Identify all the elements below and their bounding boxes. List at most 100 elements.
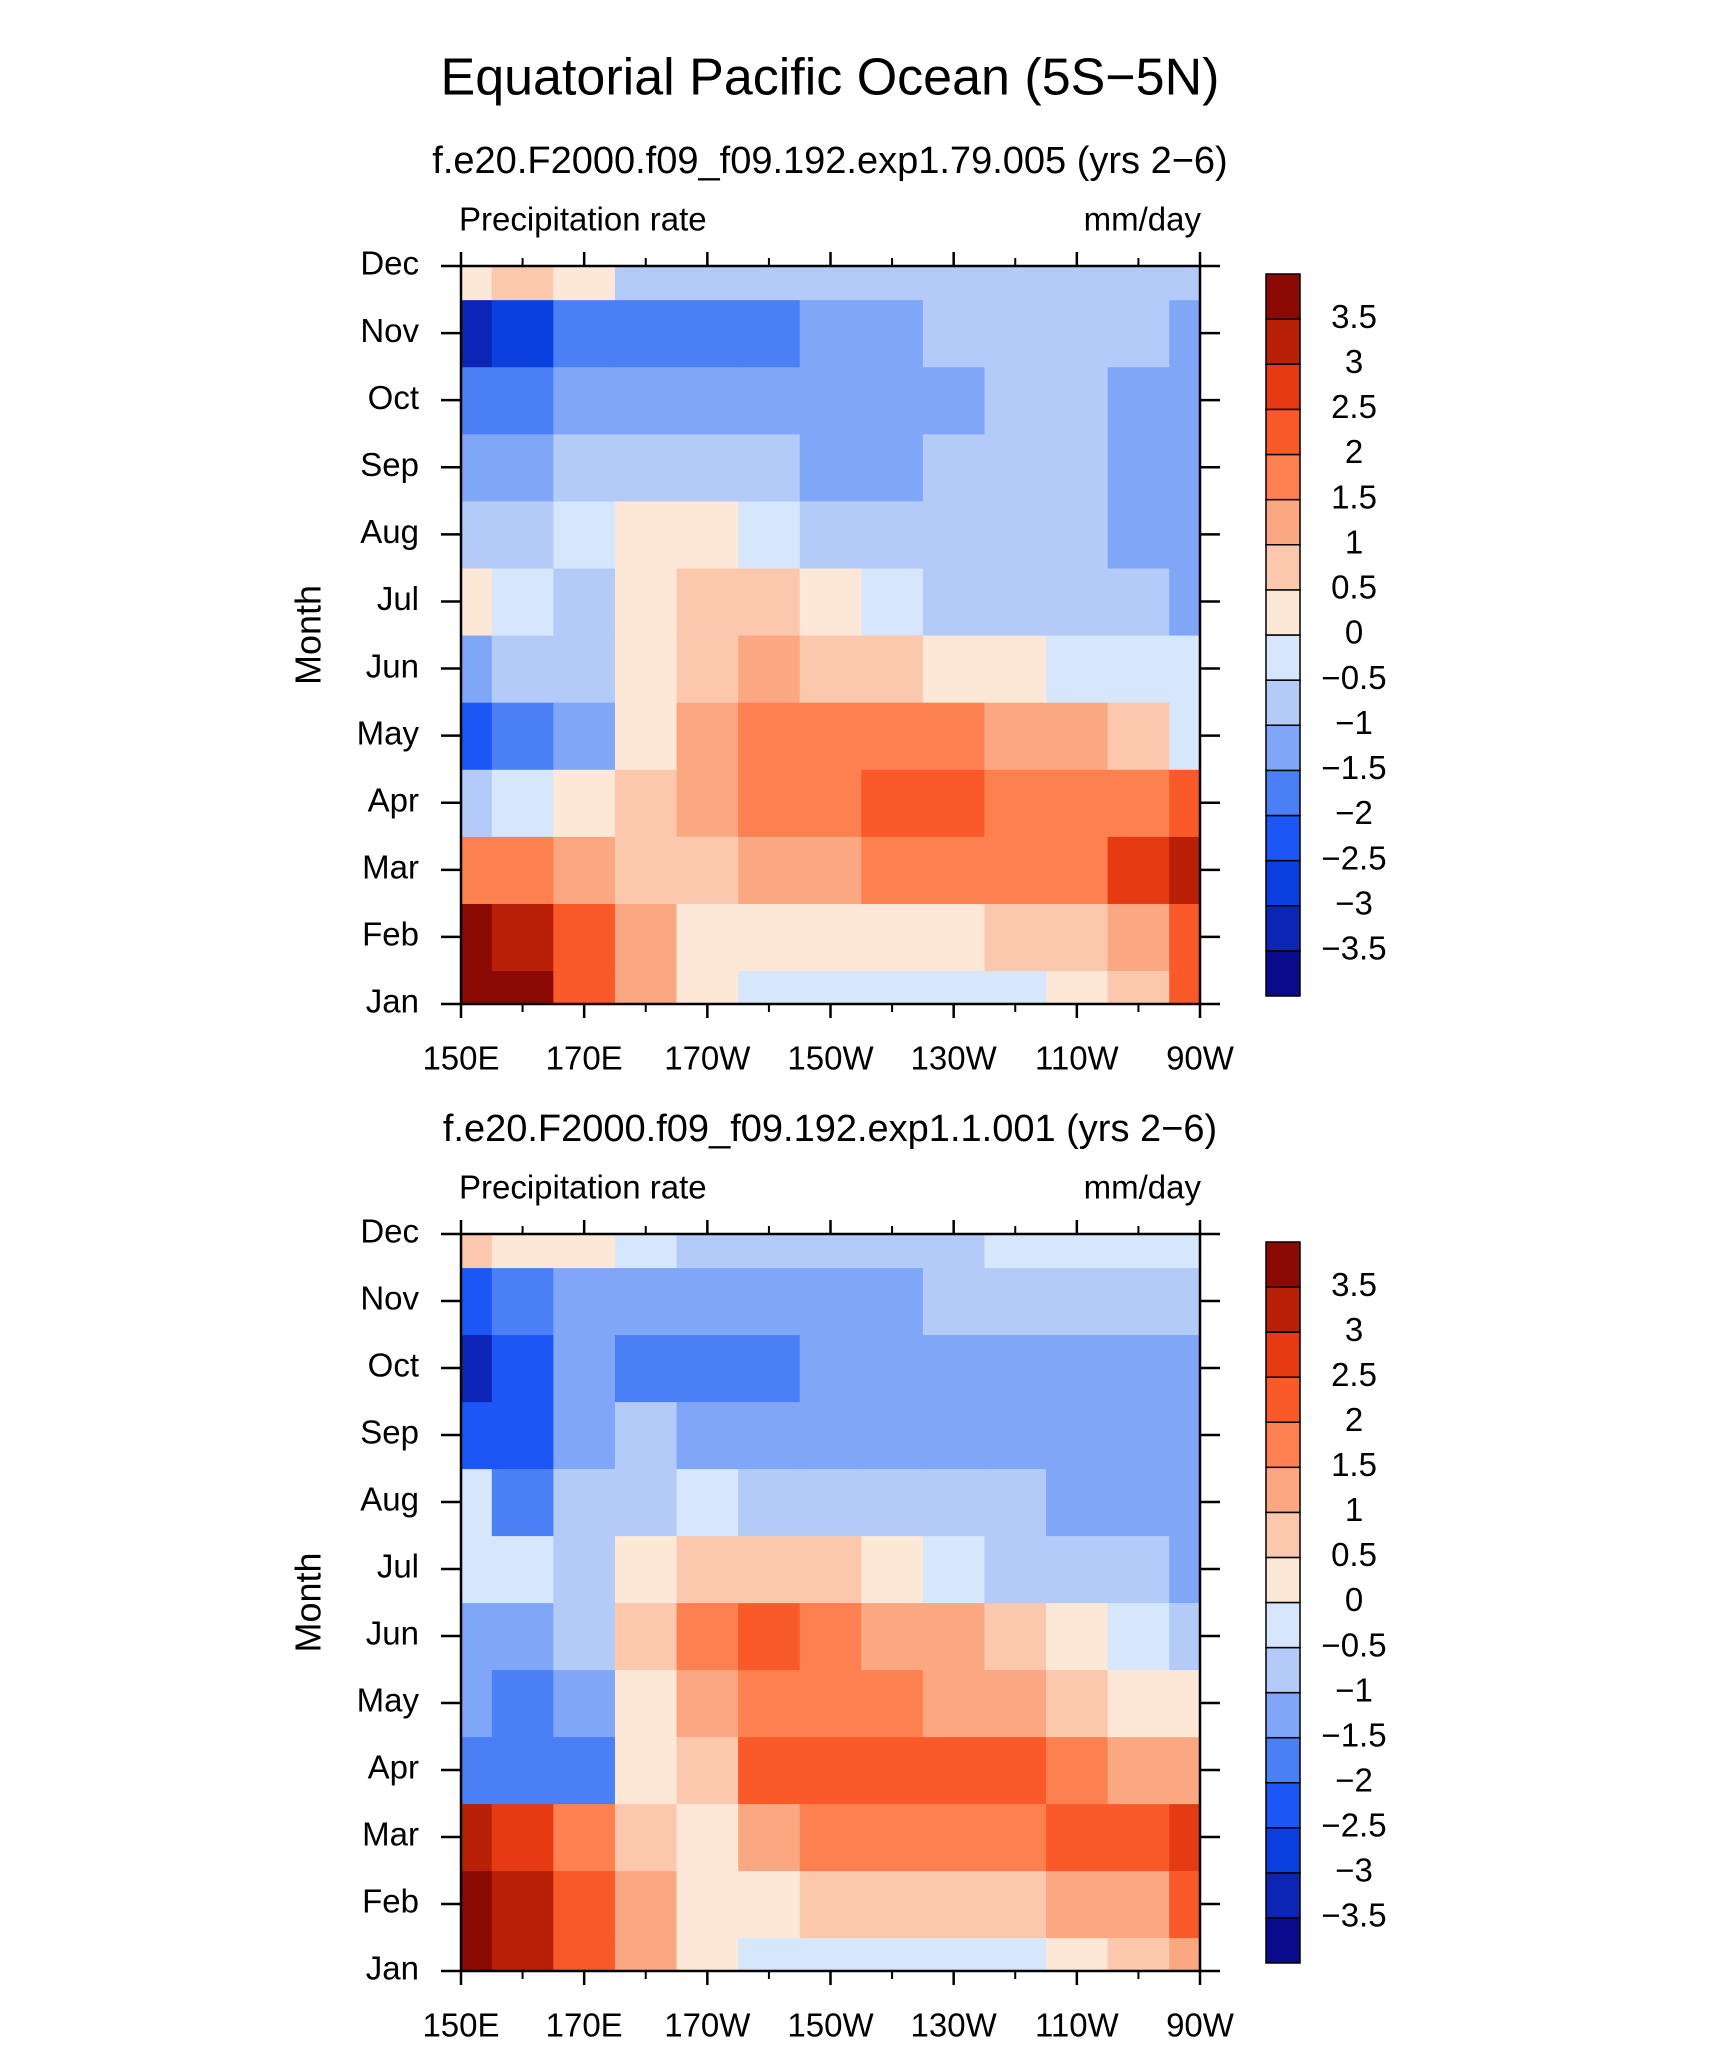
contour-cell — [799, 1736, 862, 1805]
y-tick-label: Mar — [362, 1816, 419, 1853]
colorbar-label: 1.5 — [1331, 1446, 1377, 1483]
contour-cell — [1046, 702, 1109, 770]
contour-cell — [676, 433, 739, 502]
contour-cell — [676, 1234, 739, 1269]
y-tick-label: Apr — [368, 781, 419, 818]
contour-cell — [676, 1937, 739, 1972]
contour-cell — [1107, 1468, 1170, 1537]
contour-cell — [1169, 1267, 1201, 1336]
contour-cell — [491, 1401, 554, 1470]
y-tick-label: Sep — [360, 1414, 419, 1451]
contour-cell — [922, 970, 986, 1005]
contour-cell — [1169, 433, 1201, 502]
contour-cell — [491, 299, 554, 368]
contour-cell — [984, 1267, 1047, 1336]
contour-cell — [922, 1870, 986, 1939]
chart-title: Equatorial Pacific Ocean (5S−5N) — [441, 49, 1220, 107]
colorbar-label: −3 — [1335, 1852, 1373, 1889]
contour-cell — [922, 1736, 986, 1805]
colorbar-box — [1265, 905, 1301, 952]
contour-cell — [553, 1468, 616, 1537]
contour-cell — [984, 903, 1047, 972]
y-tick-label: Aug — [360, 513, 419, 550]
contour-cell — [984, 769, 1047, 837]
contour-cell — [1046, 266, 1109, 301]
contour-cell — [461, 500, 493, 569]
contour-cell — [1169, 635, 1201, 703]
contour-cell — [799, 567, 862, 636]
colorbar-label: −3 — [1335, 884, 1373, 921]
x-tick-label: 110W — [1035, 1040, 1120, 1077]
right-label: mm/day — [1084, 201, 1202, 238]
contour-cell — [491, 1803, 554, 1872]
contour-cell — [491, 1602, 554, 1671]
colorbar-box — [1265, 859, 1301, 907]
contour-cell — [1046, 433, 1109, 502]
contour-cell — [614, 299, 678, 368]
contour-cell — [553, 1669, 616, 1738]
colorbar-box — [1265, 498, 1301, 546]
contour-cell — [676, 836, 739, 904]
contour-cell — [553, 500, 616, 569]
contour-cell — [614, 1267, 678, 1336]
colorbar-label: 3.5 — [1331, 298, 1377, 335]
contour-cell — [553, 970, 616, 1005]
contour-cell — [461, 1803, 493, 1872]
colorbar-box — [1265, 1331, 1301, 1378]
y-tick-label: Nov — [360, 1280, 419, 1317]
contour-cell — [461, 836, 493, 904]
contour-cell — [676, 702, 739, 770]
contour-cell — [1169, 1736, 1201, 1805]
contour-cell — [1107, 366, 1170, 435]
contour-cell — [491, 635, 554, 703]
colorbar-label: 2.5 — [1331, 1356, 1377, 1393]
contour-cell — [1107, 500, 1170, 569]
contour-cell — [491, 500, 554, 569]
y-tick-label: Dec — [360, 1213, 419, 1250]
contour-cell — [1107, 769, 1170, 837]
contour-cell — [984, 1803, 1047, 1872]
contour-cell — [491, 1535, 554, 1604]
contour-cell — [1107, 635, 1170, 703]
contour-cell — [461, 266, 493, 301]
contour-cell — [461, 903, 493, 972]
contour-cell — [1107, 266, 1170, 301]
contour-cell — [1169, 567, 1201, 636]
contour-cell — [553, 1535, 616, 1604]
colorbar-label: −3.5 — [1321, 930, 1386, 967]
contour-cell — [799, 1334, 862, 1403]
colorbar-box — [1265, 1827, 1301, 1874]
contour-cell — [1169, 500, 1201, 569]
y-tick-label: Jan — [366, 1950, 419, 1987]
contour-cell — [799, 702, 862, 770]
contour-cell — [1046, 1870, 1109, 1939]
contour-cell — [676, 1334, 739, 1403]
contour-cell — [553, 903, 616, 972]
y-tick-label: Nov — [360, 312, 419, 349]
contour-cell — [553, 1602, 616, 1671]
contour-cell — [461, 1267, 493, 1336]
x-tick-label: 90W — [1166, 1040, 1235, 1077]
contour-cell — [922, 266, 986, 301]
contour-cell — [922, 635, 986, 703]
contour-cell — [461, 1334, 493, 1403]
contour-cell — [799, 1870, 862, 1939]
contour-cell — [1107, 1937, 1170, 1972]
contour-cell — [676, 970, 739, 1005]
contour-cell — [614, 1602, 678, 1671]
colorbar-label: 1.5 — [1331, 478, 1377, 515]
contour-cell — [799, 1937, 862, 1972]
contour-cell — [676, 266, 739, 301]
contour-cell — [461, 433, 493, 502]
contour-cell — [491, 1870, 554, 1939]
contour-cell — [922, 433, 986, 502]
colorbar-box — [1265, 950, 1301, 997]
contour-cell — [1046, 1602, 1109, 1671]
contour-cell — [1169, 903, 1201, 972]
contour-cell — [738, 769, 801, 837]
contour-cell — [1046, 1937, 1109, 1972]
contour-cell — [738, 970, 801, 1005]
contour-cell — [614, 1468, 678, 1537]
contour-cell — [738, 836, 801, 904]
contour-cell — [922, 1669, 986, 1738]
